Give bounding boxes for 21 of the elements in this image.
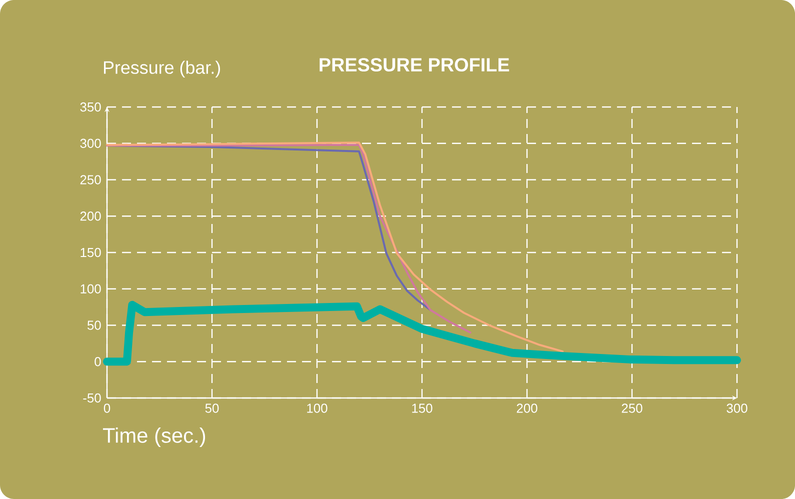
- y-tick-label: 350: [80, 102, 101, 112]
- line-series: [106, 144, 472, 334]
- y-tick-label: 150: [80, 248, 101, 258]
- y-tick-label: 200: [80, 212, 101, 221]
- y-tick-label: 100: [80, 284, 101, 294]
- x-tick-label: 100: [307, 404, 328, 413]
- x-tick-label: 0: [104, 404, 110, 413]
- x-tick-label: 50: [205, 404, 219, 413]
- x-axis-title: Time (sec.): [102, 428, 206, 448]
- chart-title: PRESSURE PROFILE: [320, 58, 510, 72]
- line-series: [106, 142, 564, 352]
- y-tick-label: -50: [83, 393, 101, 403]
- y-axis-title: Pressure (bar.): [104, 60, 220, 78]
- y-tick-label: 0: [94, 357, 101, 366]
- x-tick-label: 300: [726, 404, 748, 413]
- x-tick-label: 150: [412, 404, 432, 413]
- y-tick-label: 250: [80, 175, 101, 184]
- x-tick-label: 250: [622, 404, 642, 413]
- y-tick-label: 300: [80, 138, 101, 148]
- y-tick-label: 50: [87, 320, 101, 330]
- x-tick-label: 200: [516, 404, 538, 413]
